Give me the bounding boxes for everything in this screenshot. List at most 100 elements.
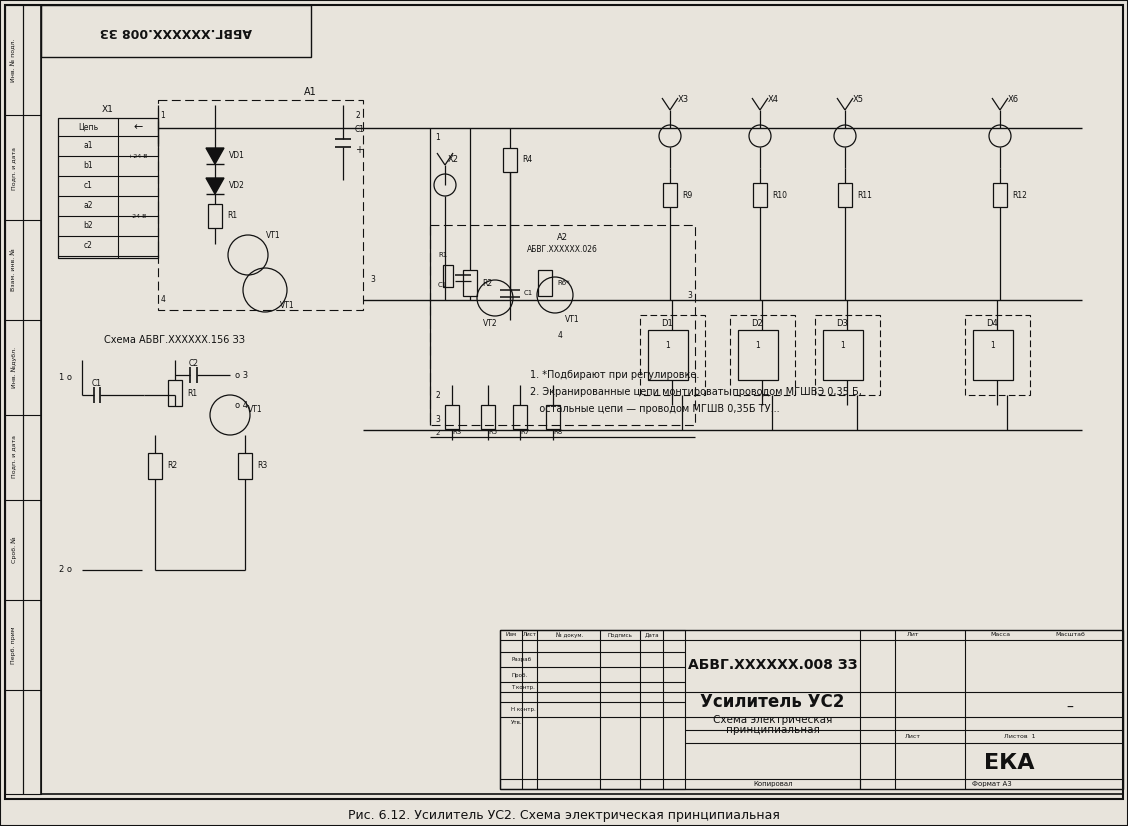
Bar: [973, 330, 1013, 380]
Bar: [481, 405, 495, 429]
Text: 1 o: 1 o: [59, 373, 72, 382]
Text: D1: D1: [661, 319, 673, 327]
Text: Н контр.: Н контр.: [511, 706, 536, 711]
Bar: [500, 630, 1123, 789]
Text: R1: R1: [227, 211, 237, 221]
Bar: [546, 405, 559, 429]
Text: Схема электрическая: Схема электрическая: [713, 715, 832, 725]
Text: 1: 1: [990, 340, 995, 349]
Text: Инв. № подл.: Инв. № подл.: [11, 38, 17, 82]
Text: Лист: Лист: [523, 633, 537, 638]
Text: принципиальная: принципиальная: [725, 725, 819, 735]
Text: D2: D2: [751, 319, 763, 327]
Text: Разраб: Разраб: [511, 657, 531, 662]
Bar: [738, 330, 778, 380]
Text: Сроб. №: Сроб. №: [11, 537, 17, 563]
Bar: [730, 315, 795, 395]
Text: C2: C2: [190, 358, 199, 368]
Text: –: –: [1067, 701, 1074, 715]
Bar: [513, 405, 527, 429]
Text: Подп. и дата: Подп. и дата: [11, 146, 17, 189]
Bar: [158, 100, 363, 310]
Text: D4: D4: [986, 319, 998, 327]
Text: Усилитель УС2: Усилитель УС2: [700, 693, 845, 711]
Text: 4: 4: [557, 330, 563, 339]
Text: 2 o: 2 o: [59, 566, 72, 575]
Text: 2: 2: [435, 391, 440, 400]
Text: C1: C1: [525, 290, 534, 296]
Text: X4: X4: [768, 96, 779, 105]
Text: Масса: Масса: [990, 633, 1010, 638]
Text: R2: R2: [482, 278, 492, 287]
Text: Масштаб: Масштаб: [1055, 633, 1085, 638]
Text: b1: b1: [83, 162, 92, 170]
Text: o 3: o 3: [235, 371, 248, 379]
Text: Формат А3: Формат А3: [971, 781, 1012, 787]
Bar: [5, 5, 23, 794]
Bar: [503, 148, 517, 172]
Text: c1: c1: [83, 182, 92, 191]
Text: 2. Экранированные цепи монтировать проводом МГШВЭ 0,35 Б,: 2. Экранированные цепи монтировать прово…: [530, 387, 862, 397]
Text: Копировал: Копировал: [754, 781, 793, 787]
Text: a2: a2: [83, 202, 92, 211]
Bar: [647, 330, 688, 380]
Text: R12: R12: [1012, 191, 1026, 200]
Text: 3: 3: [688, 291, 693, 300]
Text: остальные цепи — проводом МГШВ 0,35Б ТУ...: остальные цепи — проводом МГШВ 0,35Б ТУ.…: [530, 404, 779, 414]
Bar: [993, 183, 1007, 207]
Text: Изм: Изм: [505, 633, 517, 638]
Text: Листов  1: Листов 1: [1004, 734, 1036, 739]
Text: R9: R9: [682, 191, 693, 200]
Text: Цепь: Цепь: [78, 122, 98, 131]
Text: X1: X1: [102, 105, 114, 113]
Polygon shape: [206, 148, 224, 164]
Text: 1: 1: [756, 340, 760, 349]
Text: R5: R5: [488, 429, 497, 435]
Text: C1: C1: [355, 126, 365, 135]
Text: Лист: Лист: [905, 734, 920, 739]
Text: D3: D3: [836, 319, 848, 327]
Text: X6: X6: [1008, 96, 1019, 105]
Text: VT1: VT1: [565, 316, 580, 325]
Bar: [58, 118, 158, 258]
Text: X5: X5: [853, 96, 864, 105]
Bar: [663, 183, 677, 207]
Text: АБВГ.XXXXXX.026: АБВГ.XXXXXX.026: [527, 244, 598, 254]
Bar: [208, 204, 222, 228]
Text: Проб.: Проб.: [511, 672, 527, 677]
Text: VT1: VT1: [266, 230, 281, 240]
Text: R3: R3: [452, 429, 461, 435]
Text: Дата: Дата: [645, 633, 659, 638]
Text: Лит: Лит: [907, 633, 919, 638]
Text: R1: R1: [187, 388, 197, 397]
Text: ЕКА: ЕКА: [984, 753, 1034, 773]
Text: VD2: VD2: [229, 182, 245, 191]
Text: Утв.: Утв.: [511, 719, 522, 724]
Text: 1: 1: [666, 340, 670, 349]
Text: A1: A1: [303, 87, 316, 97]
Text: R11: R11: [857, 191, 872, 200]
Text: C1: C1: [92, 378, 102, 387]
Text: c2: c2: [83, 241, 92, 250]
Text: Перб. прим: Перб. прим: [11, 626, 17, 664]
Text: 3: 3: [435, 415, 440, 425]
Bar: [443, 265, 453, 287]
Bar: [23, 5, 41, 794]
Text: C1: C1: [438, 282, 447, 288]
Text: ←: ←: [133, 122, 142, 132]
Text: АБВГ.XXXXXX.008 ЗЗ: АБВГ.XXXXXX.008 ЗЗ: [688, 658, 857, 672]
Bar: [754, 183, 767, 207]
Bar: [500, 630, 685, 789]
Bar: [168, 380, 182, 406]
Text: № докум.: № докум.: [556, 632, 583, 638]
Bar: [640, 315, 705, 395]
Text: Схема АБВГ.XXXXXX.156 ЗЗ: Схема АБВГ.XXXXXX.156 ЗЗ: [105, 335, 246, 345]
Text: R3: R3: [257, 462, 267, 471]
Text: +: +: [355, 145, 363, 155]
Text: 1: 1: [435, 134, 440, 143]
Bar: [538, 270, 552, 296]
Text: R8: R8: [553, 429, 562, 435]
Text: b2: b2: [83, 221, 92, 230]
Text: Подпись: Подпись: [608, 633, 633, 638]
Bar: [462, 270, 477, 296]
